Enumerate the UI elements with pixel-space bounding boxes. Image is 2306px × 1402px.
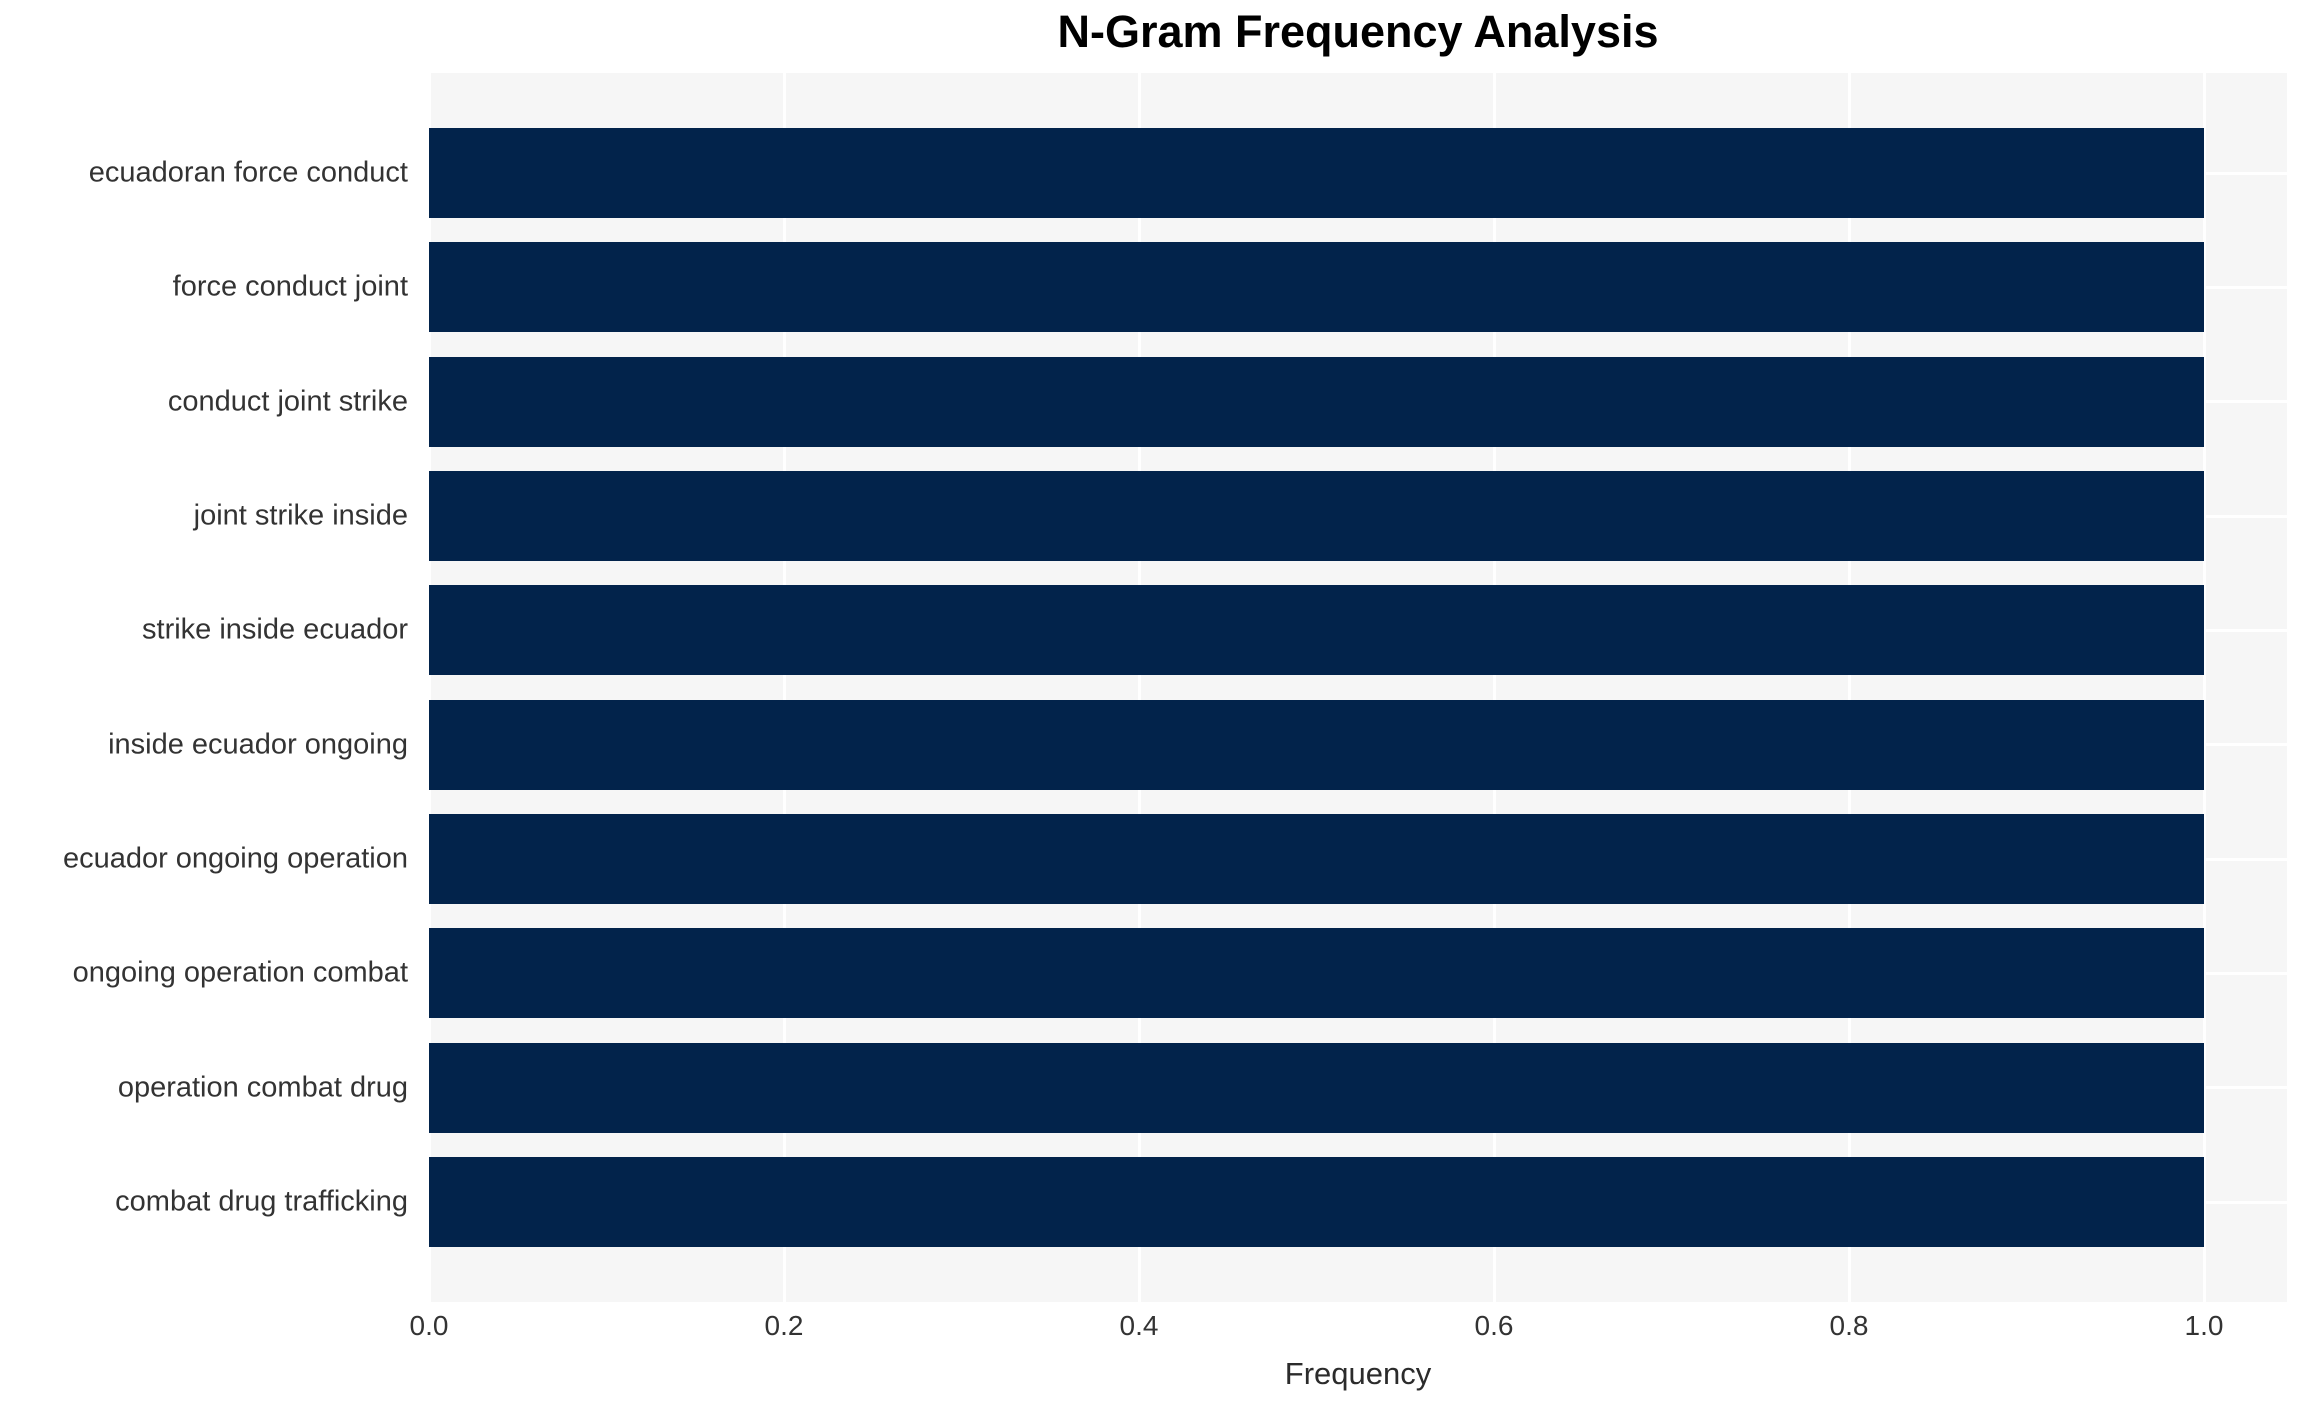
bar-0 bbox=[429, 128, 2204, 218]
chart-title: N-Gram Frequency Analysis bbox=[1057, 6, 1659, 57]
gridline-x-0.2 bbox=[782, 73, 786, 1302]
y-tick-label-8: operation combat drug bbox=[117, 1071, 408, 1104]
y-tick-label-3: joint strike inside bbox=[193, 499, 408, 532]
gridline-x-1.0 bbox=[2202, 73, 2206, 1302]
bar-9 bbox=[429, 1157, 2204, 1247]
y-tick-label-2: conduct joint strike bbox=[167, 385, 408, 418]
x-tick-label-1.0: 1.0 bbox=[2184, 1310, 2224, 1341]
bar-5 bbox=[429, 699, 2204, 790]
bar-8 bbox=[429, 1042, 2204, 1133]
gridline-x-0.8 bbox=[1847, 73, 1851, 1302]
bar-3 bbox=[429, 471, 2204, 561]
x-tick-label-0.2: 0.2 bbox=[764, 1310, 804, 1341]
x-tick-label-0.0: 0.0 bbox=[409, 1310, 449, 1341]
x-tick-label-0.4: 0.4 bbox=[1119, 1310, 1159, 1341]
x-axis-title: Frequency bbox=[1284, 1356, 1432, 1391]
y-tick-label-9: combat drug trafficking bbox=[115, 1185, 408, 1218]
x-tick-label-0.6: 0.6 bbox=[1474, 1310, 1514, 1341]
x-tick-label-0.8: 0.8 bbox=[1829, 1310, 1869, 1341]
gridline-x-0.6 bbox=[1492, 73, 1496, 1302]
bar-6 bbox=[429, 814, 2204, 904]
bar-2 bbox=[429, 356, 2204, 447]
gridline-x-0.4 bbox=[1137, 73, 1141, 1302]
plot-area bbox=[427, 73, 2287, 1302]
y-tick-label-1: force conduct joint bbox=[172, 270, 408, 303]
y-tick-label-6: ecuador ongoing operation bbox=[62, 842, 408, 875]
y-tick-label-0: ecuadoran force conduct bbox=[88, 156, 408, 189]
bar-1 bbox=[429, 242, 2204, 333]
bar-7 bbox=[429, 928, 2204, 1019]
bar-4 bbox=[429, 585, 2204, 676]
y-tick-label-5: inside ecuador ongoing bbox=[108, 728, 408, 761]
y-tick-label-7: ongoing operation combat bbox=[72, 956, 408, 989]
gridline-x-0.0 bbox=[427, 73, 431, 1302]
y-tick-label-4: strike inside ecuador bbox=[142, 613, 408, 646]
